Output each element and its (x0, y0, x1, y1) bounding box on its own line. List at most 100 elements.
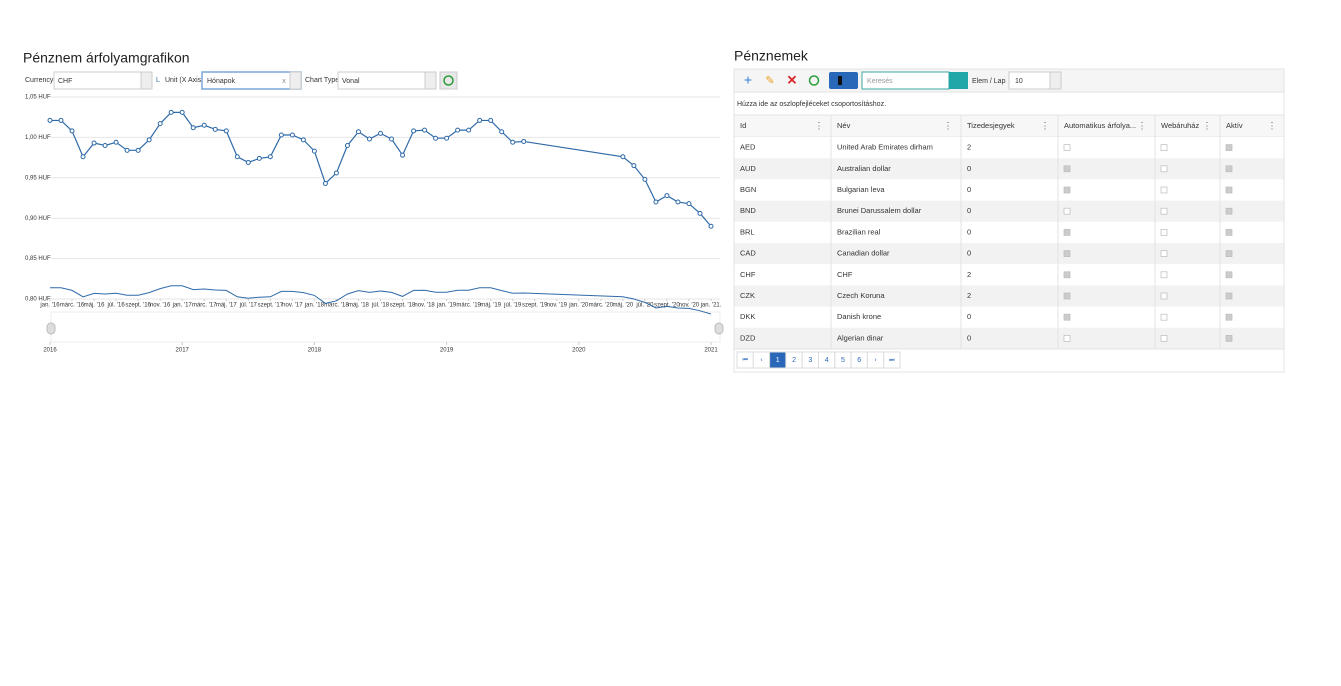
dropdown-button[interactable] (424, 71, 437, 90)
marker: L (156, 77, 160, 84)
table-cell: Australian dollar (837, 164, 891, 173)
navigator-tick-label: 2017 (176, 348, 190, 354)
refresh-button[interactable] (439, 71, 458, 90)
navigator-handle[interactable] (714, 322, 724, 335)
data-point (631, 163, 637, 169)
data-point (69, 128, 75, 134)
table-cell: Brunei Darussalem dollar (837, 206, 922, 215)
table-cell: DKK (740, 312, 755, 321)
table-row[interactable] (734, 179, 1284, 201)
pager-icon: ⏮ (742, 358, 748, 364)
table-cell: BGN (740, 185, 756, 194)
data-point (80, 154, 86, 160)
table-cell: Brazilian real (837, 227, 881, 236)
table-cell: CAD (740, 249, 756, 258)
column-header[interactable]: Tizedesjegyek (967, 121, 1015, 130)
data-point (510, 139, 516, 145)
data-point (389, 136, 395, 142)
x-tick-label: szept. '16 (125, 303, 151, 309)
dropdown-button[interactable] (1049, 71, 1062, 90)
pager-button[interactable] (883, 351, 901, 369)
clear-icon[interactable]: x (282, 78, 286, 85)
column-menu[interactable]: ⋮ (815, 120, 824, 130)
x-tick-label: jan. '16 (39, 303, 60, 309)
navigator[interactable] (50, 311, 721, 343)
table-row[interactable] (734, 243, 1284, 265)
control-value: Vonal (342, 78, 360, 85)
checkbox-checked (1063, 250, 1071, 257)
table-row[interactable] (734, 306, 1284, 328)
table-cell: 2 (967, 143, 971, 152)
table-row[interactable] (734, 200, 1284, 222)
navigator-tick-label: 2018 (308, 348, 322, 354)
delete-button[interactable]: ✕ (787, 72, 798, 87)
checkbox-checked (1063, 229, 1071, 236)
page-number: 4 (825, 357, 829, 364)
data-point (466, 127, 472, 133)
data-point (653, 199, 659, 205)
x-tick-label: júl. '17 (239, 303, 258, 309)
search-clear-button[interactable] (949, 72, 968, 89)
control-label: Unit (X Axis) (165, 77, 204, 84)
table-row[interactable] (734, 137, 1284, 159)
data-point (422, 127, 428, 133)
pager-icon: ⏭ (889, 358, 895, 364)
x-tick-label: nov. '16 (150, 303, 171, 309)
dropdown-button[interactable] (289, 71, 302, 90)
column-header[interactable]: Id (740, 121, 746, 130)
dropdown-button[interactable] (140, 71, 153, 90)
column-menu[interactable]: ⋮ (1203, 120, 1212, 130)
table-cell: DZD (740, 333, 756, 342)
edit-button[interactable]: ✎ (765, 75, 774, 87)
data-point (400, 152, 406, 158)
checkbox-checked (1225, 165, 1233, 173)
column-header[interactable]: Automatikus árfolya... (1064, 121, 1136, 130)
x-tick-label: nov. '18 (414, 303, 435, 309)
table-row[interactable] (734, 285, 1284, 307)
table-cell: BND (740, 206, 756, 215)
x-tick-label: nov. '17 (282, 303, 303, 309)
x-tick-label: júl. '19 (503, 303, 522, 309)
data-point (433, 135, 439, 141)
column-header[interactable]: Webáruház (1161, 121, 1199, 130)
checkbox-checked (1225, 292, 1233, 300)
checkbox-checked (1225, 144, 1233, 151)
column-menu[interactable]: ⋮ (1138, 120, 1147, 130)
navigator-handle[interactable] (46, 322, 56, 335)
x-tick-label: nov. '20 (679, 303, 700, 309)
table-row[interactable] (734, 158, 1284, 180)
column-menu[interactable]: ⋮ (944, 120, 953, 130)
x-tick-label: jan. '17 (172, 303, 193, 309)
export-icon (838, 76, 842, 85)
navigator-tick-label: 2019 (440, 348, 454, 354)
add-button[interactable]: + (744, 72, 752, 88)
page-number: 6 (857, 357, 861, 364)
column-header[interactable]: Aktív (1226, 121, 1243, 130)
table-row[interactable] (734, 327, 1284, 349)
data-point (102, 142, 108, 148)
column-header[interactable]: Név (837, 121, 851, 130)
checkbox (1160, 292, 1168, 300)
data-point (477, 117, 483, 123)
table-cell: Bulgarian leva (837, 185, 885, 194)
refresh-button[interactable] (808, 75, 820, 86)
navigator-tick-label: 2016 (43, 348, 57, 354)
checkbox (1160, 250, 1168, 257)
x-tick-label: jan. '18 (304, 303, 325, 309)
x-tick-label: márc. '18 (324, 303, 349, 309)
data-point (58, 117, 64, 123)
export-button[interactable] (829, 72, 858, 89)
column-menu[interactable]: ⋮ (1041, 120, 1050, 130)
column-menu[interactable]: ⋮ (1268, 120, 1277, 130)
checkbox (1063, 207, 1071, 215)
page-size-value: 10 (1015, 78, 1023, 85)
table-cell: 0 (967, 164, 971, 173)
data-point (179, 109, 185, 115)
data-point (675, 199, 681, 205)
checkbox (1160, 186, 1168, 194)
checkbox-checked (1225, 313, 1233, 321)
table-row[interactable] (734, 264, 1284, 286)
table-row[interactable] (734, 221, 1284, 243)
x-tick-label: jan. '20 (568, 303, 589, 309)
